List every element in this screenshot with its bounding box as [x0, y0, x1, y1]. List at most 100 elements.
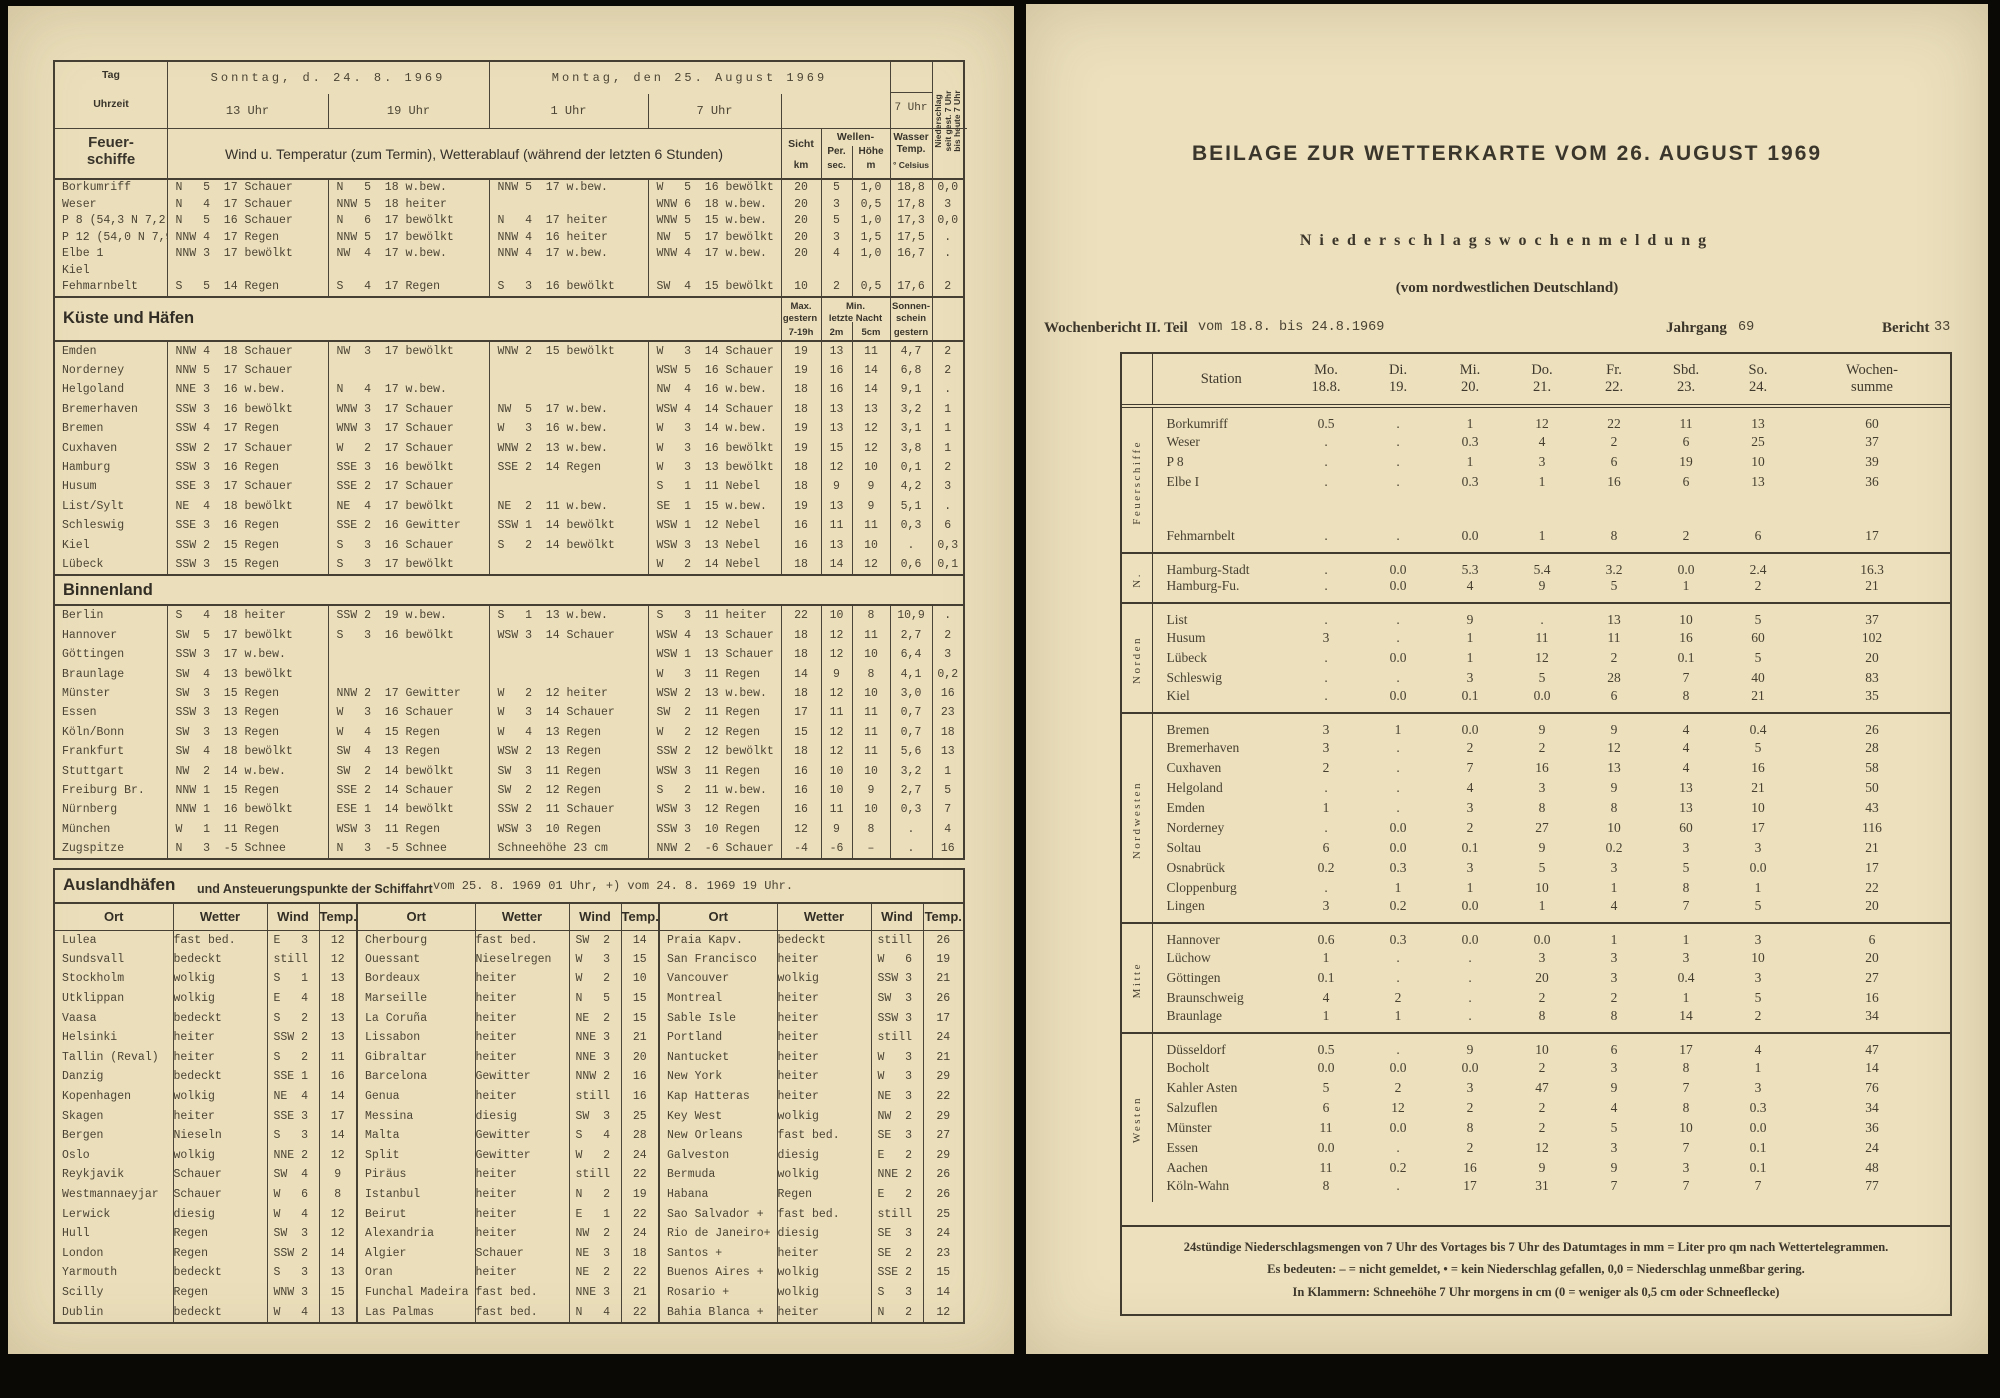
weather-cell: heiter [776, 1027, 871, 1048]
weather-cell: SSW 2 19 w.bew. [327, 606, 489, 626]
column-header: Do. 21. [1506, 354, 1578, 408]
weather-cell: WNW 2 13 w.bew. [488, 438, 648, 458]
value-cell: 11 [1679, 416, 1693, 431]
weather-cell: SW 4 13 Regen [327, 741, 489, 762]
table-row: Hamburg-Fu.. 0.0 4 9 5 1 2 21 [1122, 578, 1950, 603]
day-name: Di. [1388, 362, 1408, 378]
weather-cell: SSE 2 17 Schauer [327, 477, 489, 497]
port-name: Sao Salvador + [658, 1204, 777, 1224]
station-name: Helgoland [62, 383, 125, 397]
table-row: Tallin (Reval) heiter S 2 11 Gibraltar heiter… [55, 1047, 963, 1068]
weather-cell: NNW 4 18 Schauer [166, 341, 328, 361]
station-name: Bremerhaven [62, 402, 138, 416]
temp-cell: 13 [318, 969, 357, 989]
value-cell: 7 [1682, 1178, 1690, 1193]
value-cell: 0.3 [1461, 474, 1479, 489]
station-name: Norderney [1166, 820, 1225, 835]
periode-unit: sec. [827, 160, 846, 171]
sum-cell: 35 [1865, 688, 1879, 703]
column-header: Di. 19. [1362, 354, 1434, 408]
station-name: Aachen [1166, 1160, 1208, 1175]
value-cell: 0.0 [1461, 1060, 1479, 1075]
date-monday: Montag, den 25. August 1969 [551, 71, 828, 85]
value-cell: 2,7 [889, 625, 932, 645]
table-row: List/Sylt NE 4 18 bewölkt NE 4 17 bewölkt N… [55, 496, 963, 517]
weather-cell: WSW 3 11 Regen [647, 761, 781, 781]
value-cell: 4 [1754, 1042, 1762, 1057]
temp-cell: 17 [318, 1106, 357, 1126]
wind-cell: S 2 [266, 1008, 319, 1028]
value-cell: 0.4 [1749, 722, 1767, 737]
table-row: Aachen 11 0.2 16 9 9 3 0.1 48 [1122, 1158, 1950, 1178]
value-cell: 10 [851, 683, 890, 704]
weather-cell: W 2 14 Nebel [647, 554, 781, 575]
value-cell: 6 [1610, 1042, 1618, 1057]
port-name: New York [658, 1067, 777, 1087]
wind-cell: W 3 [870, 1047, 923, 1068]
day-date: 24. [1748, 379, 1768, 395]
group-label: N. [1122, 553, 1153, 603]
table-row: Hannover SW 5 17 bewölkt S 3 16 bewölkt WSW… [55, 625, 963, 645]
station-name: Cuxhaven [1166, 760, 1222, 775]
station-name: Borkumriff [1166, 416, 1228, 431]
value-cell: 2 [820, 279, 852, 296]
value-cell: 13 [1607, 760, 1621, 775]
column-header: Wind [266, 904, 319, 931]
wind-cell: still [568, 1086, 621, 1107]
weather-cell: WSW 2 13 w.bew. [647, 683, 781, 704]
port-name: Buenos Aires + [658, 1263, 777, 1283]
table-row: Zugspitze N 3 -5 Schnee N 3 -5 Schnee Schne… [55, 838, 963, 859]
column-header: Wochen-summe [1794, 354, 1950, 408]
sum-cell: 77 [1865, 1178, 1879, 1193]
divider [932, 62, 933, 180]
column-header: Ort [658, 904, 777, 931]
value-cell: -6 [820, 838, 852, 859]
station-group: Norden List.. 9. 13 10 5 37 Husum 3. 1 11 11 16 60 102… [1122, 603, 1950, 713]
port-name: Danzig [62, 1070, 104, 1084]
value-cell: . [1324, 454, 1328, 469]
max-range-label: 7-19h [788, 326, 814, 338]
table-row: Emden 1. 3 8 8 13 10 43 [1122, 798, 1950, 818]
value-cell: 0.5 [1317, 1042, 1335, 1057]
value-cell: 8 [851, 606, 890, 626]
temp-cell: 10 [620, 969, 659, 989]
value-cell: 18 [780, 683, 821, 704]
value-cell: 2 [931, 279, 963, 296]
weather-cell: fast bed. [172, 930, 267, 950]
value-cell: 18 [780, 554, 821, 575]
table-row: Danzig bedeckt SSE 1 16 Barcelona Gewitter NNW… [55, 1067, 963, 1087]
value-cell: 11 [1607, 630, 1621, 645]
weather-cell: N 3 -5 Schnee [327, 838, 489, 859]
table-row: Weser.. 0.3 4 2 6 25 37 [1122, 432, 1950, 452]
group-label-text: Westen [1130, 1096, 1143, 1144]
weather-cell: SW 3 15 Regen [166, 683, 328, 704]
temp-cell: 26 [922, 1184, 963, 1205]
weather-cell: fast bed. [474, 1302, 569, 1322]
port-name: Messina [356, 1106, 475, 1126]
value-cell: 13 [851, 399, 890, 420]
wind-cell: SW 3 [266, 1223, 319, 1244]
port-name: Kopenhagen [62, 1090, 132, 1104]
temp-cell: 27 [922, 1125, 963, 1146]
weather-cell: S 2 14 bewölkt [488, 535, 648, 555]
right-page: BEILAGE ZUR WETTERKARTE VOM 26. AUGUST 1… [1026, 4, 1988, 1354]
value-cell: 1 [1466, 416, 1474, 431]
wind-cell: SW 3 [568, 1106, 621, 1126]
weather-cell: heiter [776, 988, 871, 1009]
value-cell: 16 [1463, 1160, 1477, 1175]
value-cell: 8 [1538, 800, 1546, 815]
station-name: Emden [1166, 800, 1205, 815]
column-header: Ort [356, 904, 475, 931]
value-cell: . [931, 496, 963, 517]
weather-cell: W 2 17 Schauer [327, 438, 489, 458]
wind-cell: still [266, 949, 319, 970]
value-cell: 9 [820, 664, 852, 684]
port-name: Bordeaux [356, 969, 475, 989]
weather-cell: NNW 1 15 Regen [166, 780, 328, 801]
table-row [1122, 492, 1950, 528]
value-cell: 12 [820, 644, 852, 665]
section-title: Küste und Häfen [63, 308, 195, 327]
table-row: Lulea fast bed. E 3 12 Cherbourg fast bed. SW … [55, 930, 963, 950]
value-cell: 16 [1751, 760, 1765, 775]
label-line: bis heute 7 Uhr [952, 90, 962, 152]
